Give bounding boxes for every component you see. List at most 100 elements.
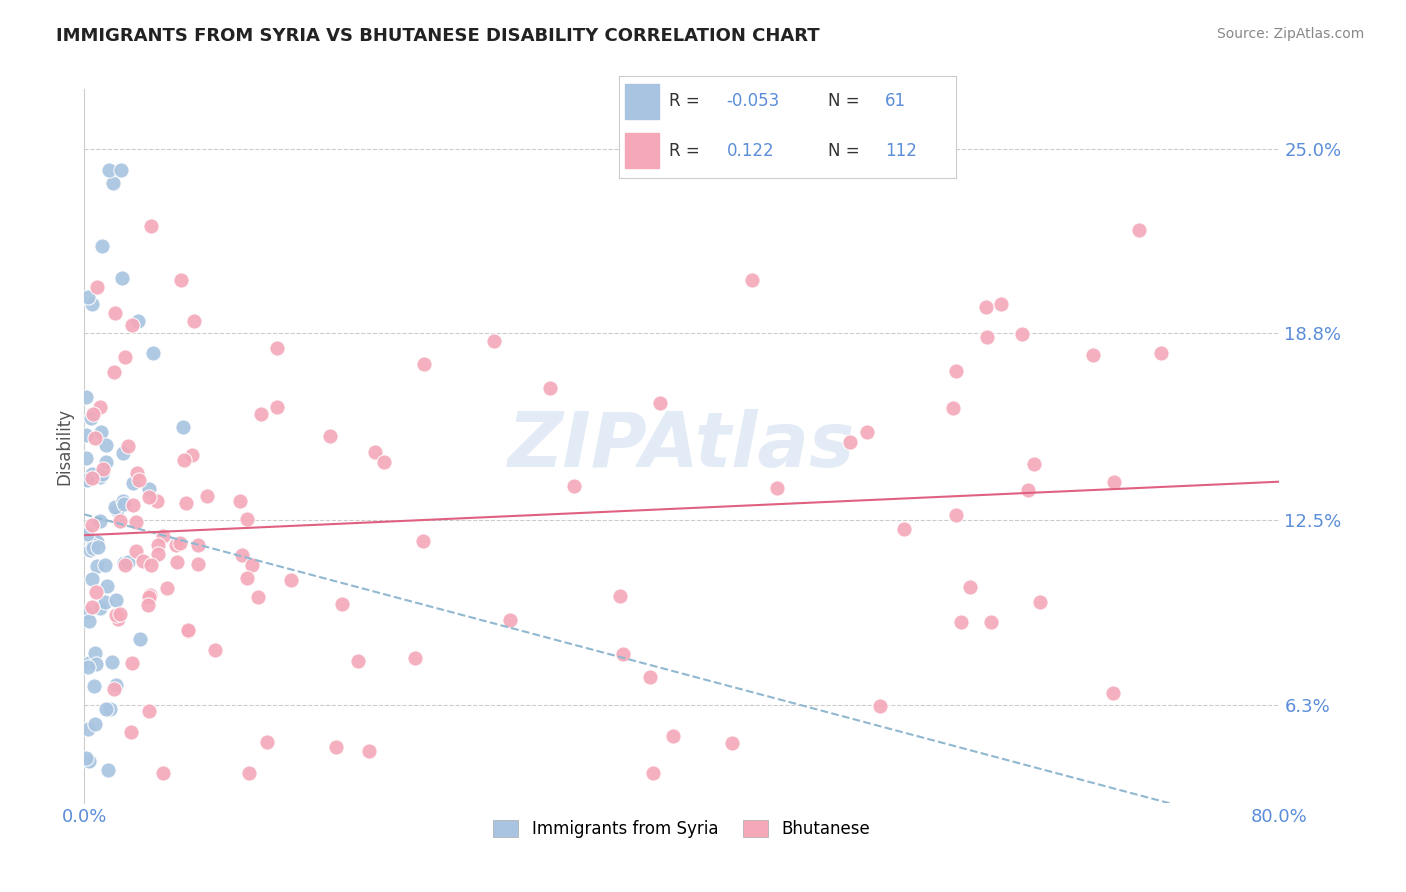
Point	[110, 607, 132, 621]
Point	[98, 702, 121, 716]
Point	[839, 434, 862, 449]
Point	[1150, 346, 1173, 360]
Point	[75, 605, 97, 619]
Point	[104, 500, 127, 515]
Point	[176, 496, 198, 510]
Point	[84, 657, 107, 672]
Point	[132, 554, 155, 568]
Point	[89, 514, 111, 528]
Point	[76, 428, 98, 442]
Point	[111, 271, 134, 285]
Text: ZIPAtlas: ZIPAtlas	[508, 409, 856, 483]
Point	[165, 538, 187, 552]
Point	[76, 722, 98, 736]
Point	[84, 585, 107, 599]
Point	[499, 613, 522, 627]
Point	[122, 498, 145, 512]
Point	[104, 608, 127, 623]
Point	[90, 425, 112, 439]
Point	[91, 462, 114, 476]
Point	[855, 425, 877, 440]
Point	[79, 657, 101, 671]
Point	[110, 162, 132, 177]
Text: -0.053: -0.053	[727, 93, 780, 111]
Point	[83, 679, 105, 693]
Point	[146, 547, 169, 561]
Point	[721, 736, 744, 750]
Point	[80, 411, 103, 425]
Point	[77, 290, 100, 304]
Point	[103, 681, 125, 696]
Point	[103, 365, 125, 379]
Point	[204, 643, 226, 657]
Point	[942, 401, 965, 416]
Point	[325, 740, 347, 755]
Point	[139, 558, 162, 572]
Point	[152, 766, 174, 780]
Point	[83, 647, 105, 661]
Point	[136, 598, 159, 612]
Point	[1028, 595, 1050, 609]
Point	[662, 729, 685, 743]
Point	[104, 306, 127, 320]
Point	[741, 272, 763, 286]
Point	[77, 660, 100, 674]
Point	[235, 512, 257, 526]
Text: 0.122: 0.122	[727, 142, 775, 160]
Point	[266, 341, 288, 355]
Point	[1101, 685, 1123, 699]
Legend: Immigrants from Syria, Bhutanese: Immigrants from Syria, Bhutanese	[486, 813, 877, 845]
Point	[101, 176, 124, 190]
Point	[75, 751, 97, 765]
Point	[538, 381, 561, 395]
Point	[112, 497, 135, 511]
Point	[138, 590, 160, 604]
Point	[120, 724, 142, 739]
Point	[183, 313, 205, 327]
Point	[129, 632, 152, 646]
Point	[177, 624, 200, 639]
Point	[80, 518, 103, 533]
Point	[94, 594, 117, 608]
Text: N =: N =	[828, 93, 859, 111]
Point	[976, 329, 998, 343]
Point	[641, 766, 664, 780]
Point	[97, 763, 120, 777]
Point	[82, 297, 104, 311]
Point	[266, 400, 288, 414]
Point	[1104, 475, 1126, 489]
Point	[373, 455, 395, 469]
Point	[146, 494, 169, 508]
Point	[173, 452, 195, 467]
Point	[612, 647, 634, 661]
Point	[75, 391, 97, 405]
Point	[121, 475, 143, 490]
Point	[117, 440, 139, 454]
Point	[87, 540, 110, 554]
Point	[990, 297, 1012, 311]
Point	[950, 615, 973, 629]
Point	[76, 527, 98, 541]
Point	[101, 655, 124, 669]
Point	[82, 407, 104, 421]
Point	[80, 600, 103, 615]
Point	[127, 466, 149, 480]
Point	[107, 503, 129, 517]
Point	[94, 702, 117, 716]
Point	[280, 573, 302, 587]
Point	[1017, 483, 1039, 497]
Point	[91, 239, 114, 253]
Point	[141, 219, 163, 233]
Point	[94, 455, 117, 469]
Point	[609, 589, 631, 603]
Point	[82, 538, 104, 552]
Point	[84, 717, 107, 731]
Point	[562, 479, 585, 493]
Point	[172, 420, 194, 434]
Point	[139, 588, 162, 602]
Point	[152, 528, 174, 542]
Point	[146, 537, 169, 551]
Point	[404, 651, 426, 665]
Point	[187, 538, 209, 552]
Point	[82, 572, 104, 586]
